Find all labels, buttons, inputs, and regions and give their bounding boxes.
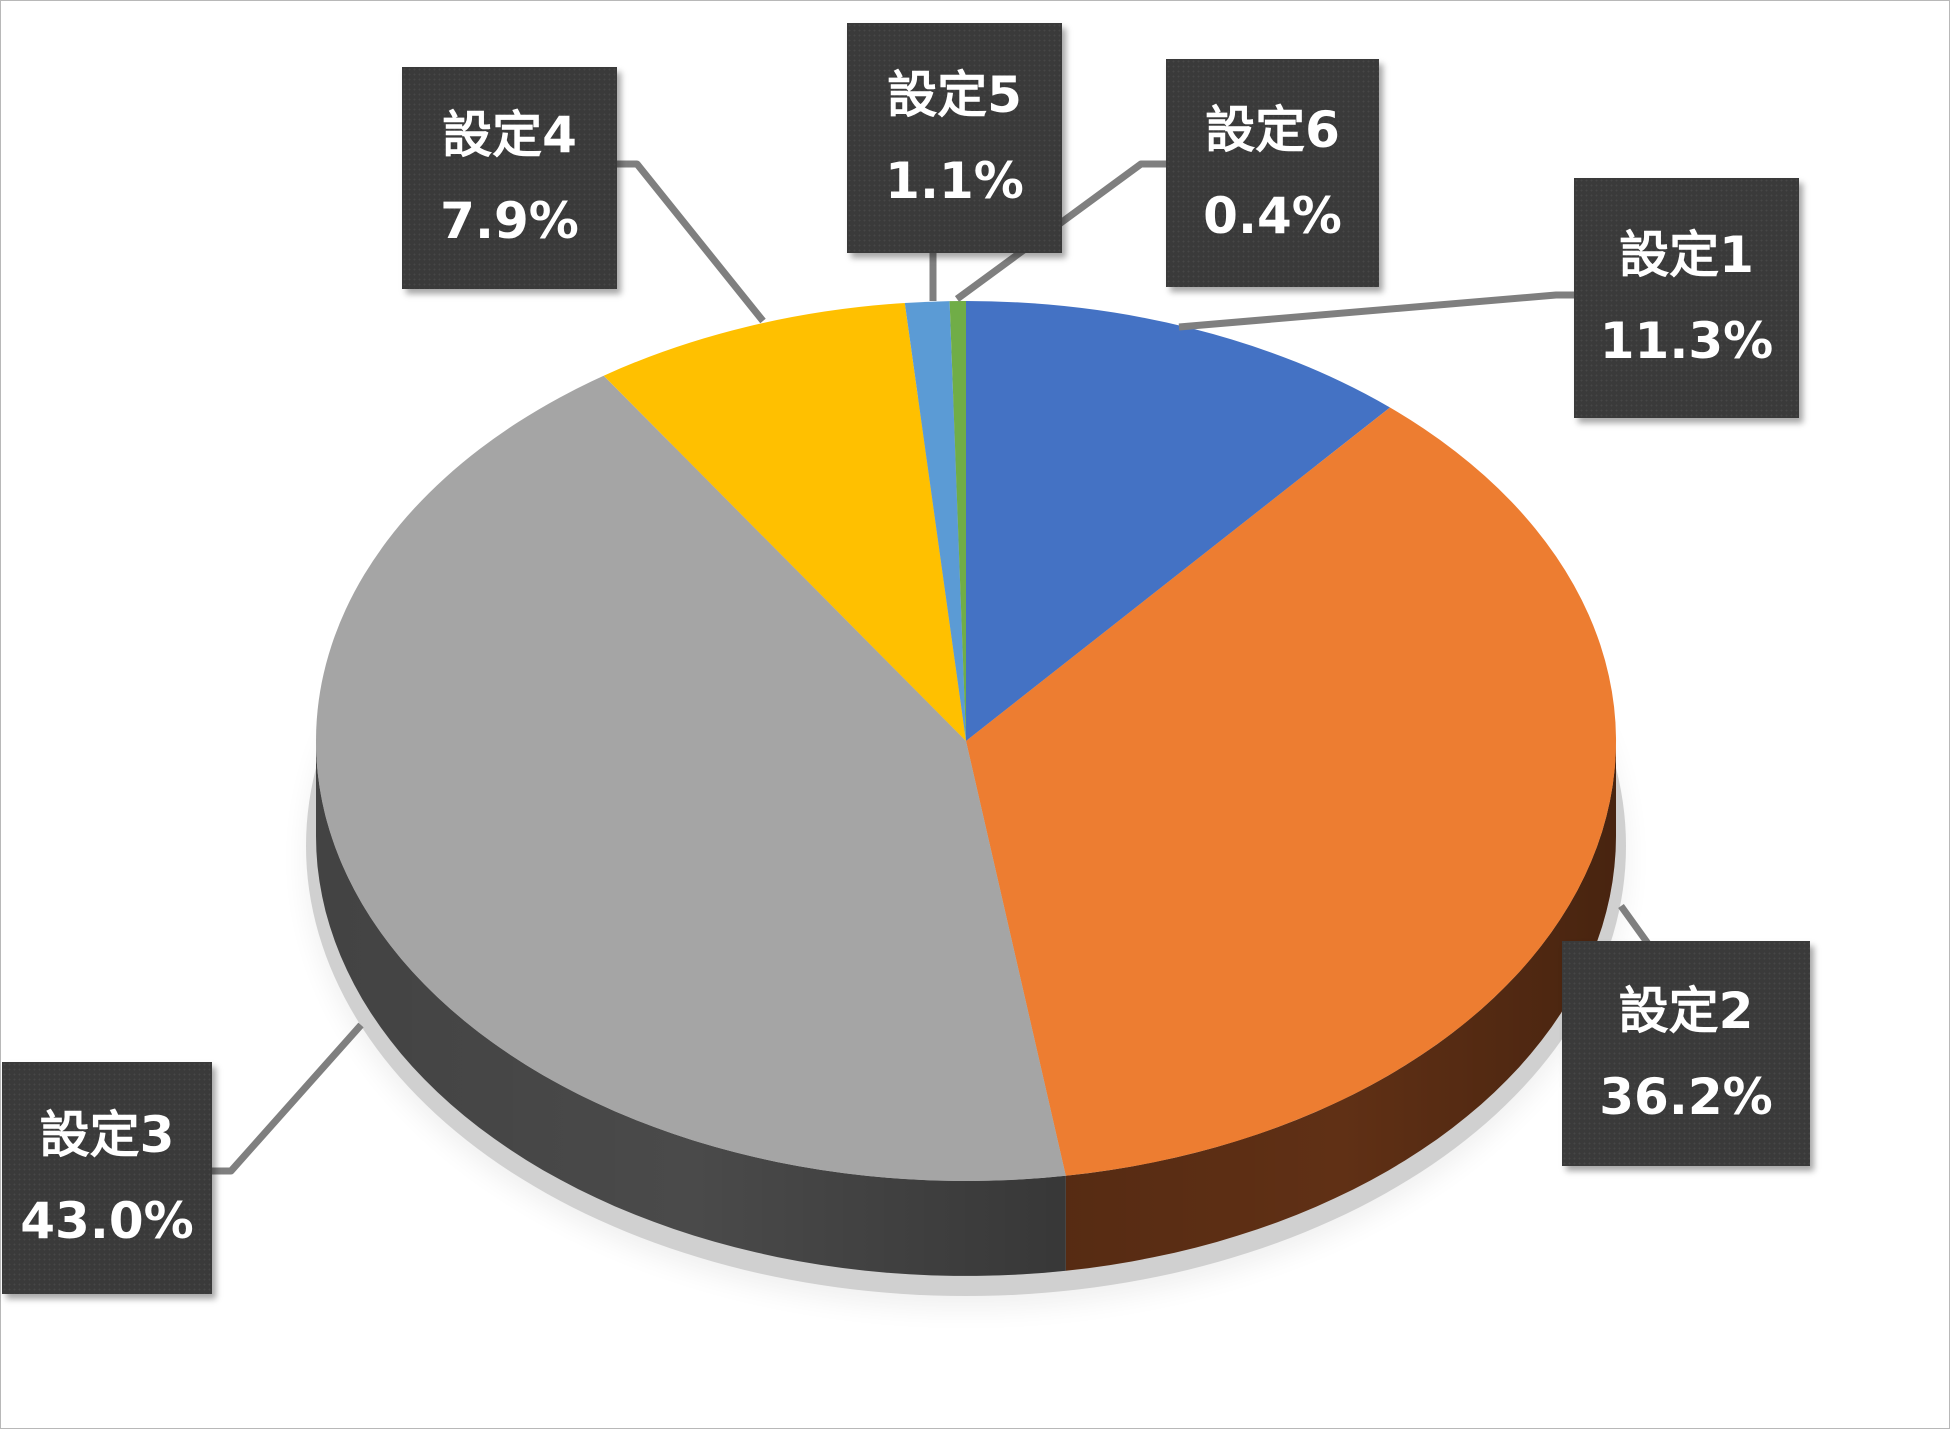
pie-slice-設定4[interactable] [603, 303, 966, 741]
leader-line-設定3 [211, 1022, 364, 1175]
pie-slice-設定1[interactable] [966, 301, 1390, 741]
pie-slices [315, 300, 1617, 1182]
data-label-percent: 43.0% [20, 1192, 194, 1250]
data-label-percent: 7.9% [440, 192, 579, 250]
leader-line-設定6 [954, 160, 1166, 302]
pie-side-walls [316, 741, 1616, 1276]
data-label-percent: 36.2% [1599, 1067, 1773, 1126]
data-label-category: 設定6 [1205, 101, 1340, 159]
data-label-percent: 1.1% [885, 152, 1024, 210]
pie-slice-設定2[interactable] [966, 407, 1617, 1176]
pie-slice-設定3[interactable] [315, 375, 1066, 1182]
leader-lines [211, 160, 1652, 1175]
data-label-category: 設定1 [1619, 226, 1754, 284]
leader-line-設定2 [1618, 903, 1652, 948]
pie-side-設定2-shade [1065, 741, 1616, 1271]
leader-line-設定1 [1178, 291, 1574, 331]
data-label-設定6: 設定6 0.4% [1166, 59, 1379, 287]
data-label-設定3: 設定3 43.0% [2, 1062, 212, 1294]
data-label-percent: 0.4% [1203, 187, 1342, 245]
data-label-設定2: 設定2 36.2% [1562, 941, 1810, 1166]
pie-side-設定3-shade [316, 741, 1066, 1276]
data-label-percent: 11.3% [1599, 312, 1774, 370]
pie-slice-設定5[interactable] [904, 301, 966, 741]
data-label-設定1: 設定1 11.3% [1574, 178, 1799, 418]
data-label-category: 設定3 [39, 1106, 175, 1164]
data-label-category: 設定4 [442, 106, 577, 164]
data-label-category: 設定5 [887, 66, 1022, 124]
data-label-category: 設定2 [1618, 981, 1754, 1040]
data-label-設定5: 設定5 1.1% [847, 23, 1062, 253]
leader-line-設定4 [617, 160, 766, 324]
pie-slice-設定6[interactable] [949, 300, 966, 741]
data-label-設定4: 設定4 7.9% [402, 67, 617, 289]
